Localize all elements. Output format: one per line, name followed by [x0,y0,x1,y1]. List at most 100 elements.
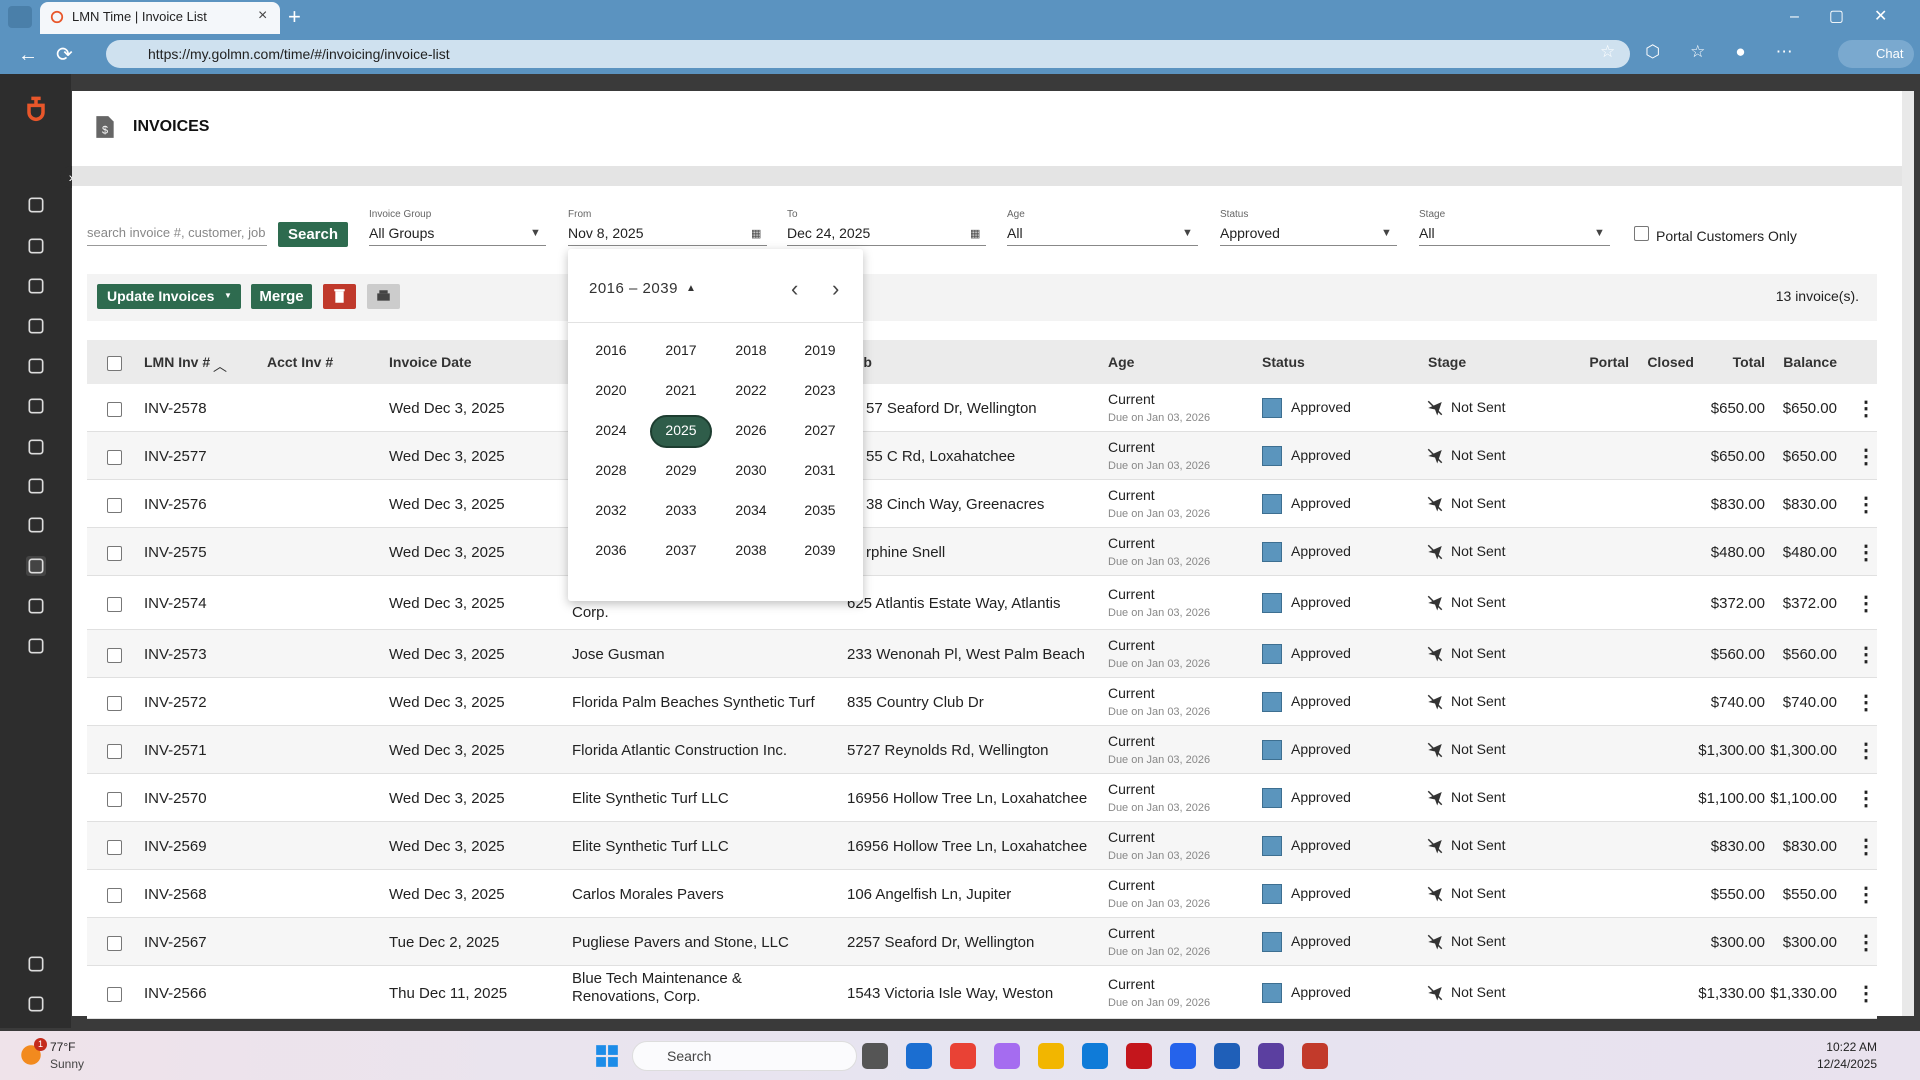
row-menu[interactable]: ⋮ [1856,884,1876,906]
year[interactable]: 2018 [735,342,767,358]
taskbar-app[interactable] [906,1043,932,1069]
row-menu[interactable]: ⋮ [1856,398,1876,420]
invoice-number[interactable]: INV-2576 [144,496,207,513]
new-tab[interactable]: + [288,4,301,29]
filter-field[interactable] [1419,222,1610,246]
year[interactable]: 2022 [735,382,767,398]
column-header[interactable]: Status [1262,354,1305,370]
start-button[interactable] [594,1043,620,1069]
update-button[interactable] [97,284,241,309]
row-menu[interactable]: ⋮ [1856,932,1876,954]
invoice-number[interactable]: INV-2566 [144,984,207,1002]
year[interactable]: 2026 [735,422,767,438]
row-checkbox[interactable] [107,696,122,711]
column-header[interactable]: Stage [1428,354,1467,370]
sidebar-icon[interactable] [26,515,46,535]
year[interactable]: 2016 [595,342,627,358]
year[interactable]: 2034 [735,502,767,518]
sidebar-icon[interactable] [26,596,46,616]
sidebar-icon[interactable] [26,195,46,215]
sidebar-icon[interactable] [26,396,46,416]
prev-button[interactable]: ‹ [791,276,799,301]
sidebar-icon[interactable] [26,556,46,576]
column-header[interactable]: Closed [1647,354,1694,370]
tab-list[interactable] [8,6,32,28]
year[interactable]: 2021 [665,382,697,398]
column-header[interactable]: Acct Inv # [267,354,334,370]
year[interactable]: 2039 [804,542,836,558]
taskbar-app[interactable] [1170,1043,1196,1069]
invoice-number[interactable]: INV-2572 [144,694,207,711]
filter-field[interactable] [787,222,986,246]
invoice-number[interactable]: INV-2573 [144,646,207,663]
filter-field[interactable] [369,222,546,246]
column-header[interactable]: Balance [1783,354,1837,370]
year[interactable]: 2027 [804,422,836,438]
header-checkbox[interactable] [107,356,122,371]
year[interactable]: 2023 [804,382,836,398]
invoice-number[interactable]: INV-2569 [144,838,207,855]
search-button[interactable]: Search [278,222,348,247]
column-header[interactable]: Portal [1589,354,1629,370]
sidebar-icon[interactable] [26,476,46,496]
row-menu[interactable]: ⋮ [1856,446,1876,468]
taskbar-app[interactable] [1302,1043,1328,1069]
row-menu[interactable]: ⋮ [1856,542,1876,564]
row-menu[interactable]: ⋮ [1856,740,1876,762]
delete-button[interactable] [323,284,356,309]
year[interactable]: 2025 [665,422,697,438]
row-checkbox[interactable] [107,888,122,903]
print-button[interactable] [367,284,400,309]
column-header[interactable]: Age [1108,354,1135,370]
sidebar-icon[interactable] [26,954,46,974]
sidebar-icon[interactable] [26,356,46,376]
sidebar-icon[interactable] [26,636,46,656]
taskbar-app[interactable] [1126,1043,1152,1069]
row-menu[interactable]: ⋮ [1856,692,1876,714]
taskbar-app[interactable] [1038,1043,1064,1069]
row-checkbox[interactable] [107,792,122,807]
year[interactable]: 2029 [665,462,697,478]
taskbar-app[interactable] [1258,1043,1284,1069]
merge-button[interactable]: Merge [251,284,312,309]
year[interactable]: 2035 [804,502,836,518]
row-checkbox[interactable] [107,840,122,855]
invoice-number[interactable]: INV-2578 [144,400,207,417]
year[interactable]: 2024 [595,422,627,438]
nav-buttons[interactable]: ←⟳ [18,44,91,66]
sidebar-icon[interactable] [26,994,46,1014]
invoice-number[interactable]: INV-2574 [144,595,207,612]
address-bar[interactable] [106,40,1630,68]
row-checkbox[interactable] [107,450,122,465]
filter-field[interactable] [568,222,767,246]
sidebar-icon[interactable] [26,236,46,256]
sidebar-icon[interactable] [26,316,46,336]
column-header[interactable]: LMN Inv # [144,354,211,370]
row-menu[interactable]: ⋮ [1856,644,1876,666]
row-menu[interactable]: ⋮ [1856,982,1876,1005]
row-menu[interactable]: ⋮ [1856,788,1876,810]
taskbar-app[interactable] [950,1043,976,1069]
column-header[interactable]: Invoice Date [389,354,472,370]
invoice-number[interactable]: INV-2571 [144,742,207,759]
row-checkbox[interactable] [107,597,122,612]
taskbar-app[interactable] [994,1043,1020,1069]
row-checkbox[interactable] [107,498,122,513]
year[interactable]: 2020 [595,382,627,398]
sidebar-icon[interactable] [26,437,46,457]
invoice-number[interactable]: INV-2568 [144,886,207,903]
row-menu[interactable]: ⋮ [1856,494,1876,516]
invoice-number[interactable]: INV-2577 [144,448,207,465]
chat-button[interactable] [1838,40,1914,68]
taskbar-app[interactable] [1214,1043,1240,1069]
year[interactable]: 2037 [665,542,697,558]
year[interactable]: 2017 [665,342,697,358]
row-checkbox[interactable] [107,648,122,663]
sidebar-icon[interactable] [26,276,46,296]
search-input[interactable] [87,222,267,246]
column-header[interactable]: Total [1732,354,1765,370]
year[interactable]: 2036 [595,542,627,558]
row-checkbox[interactable] [107,936,122,951]
row-checkbox[interactable] [107,402,122,417]
row-menu[interactable]: ⋮ [1856,593,1876,615]
